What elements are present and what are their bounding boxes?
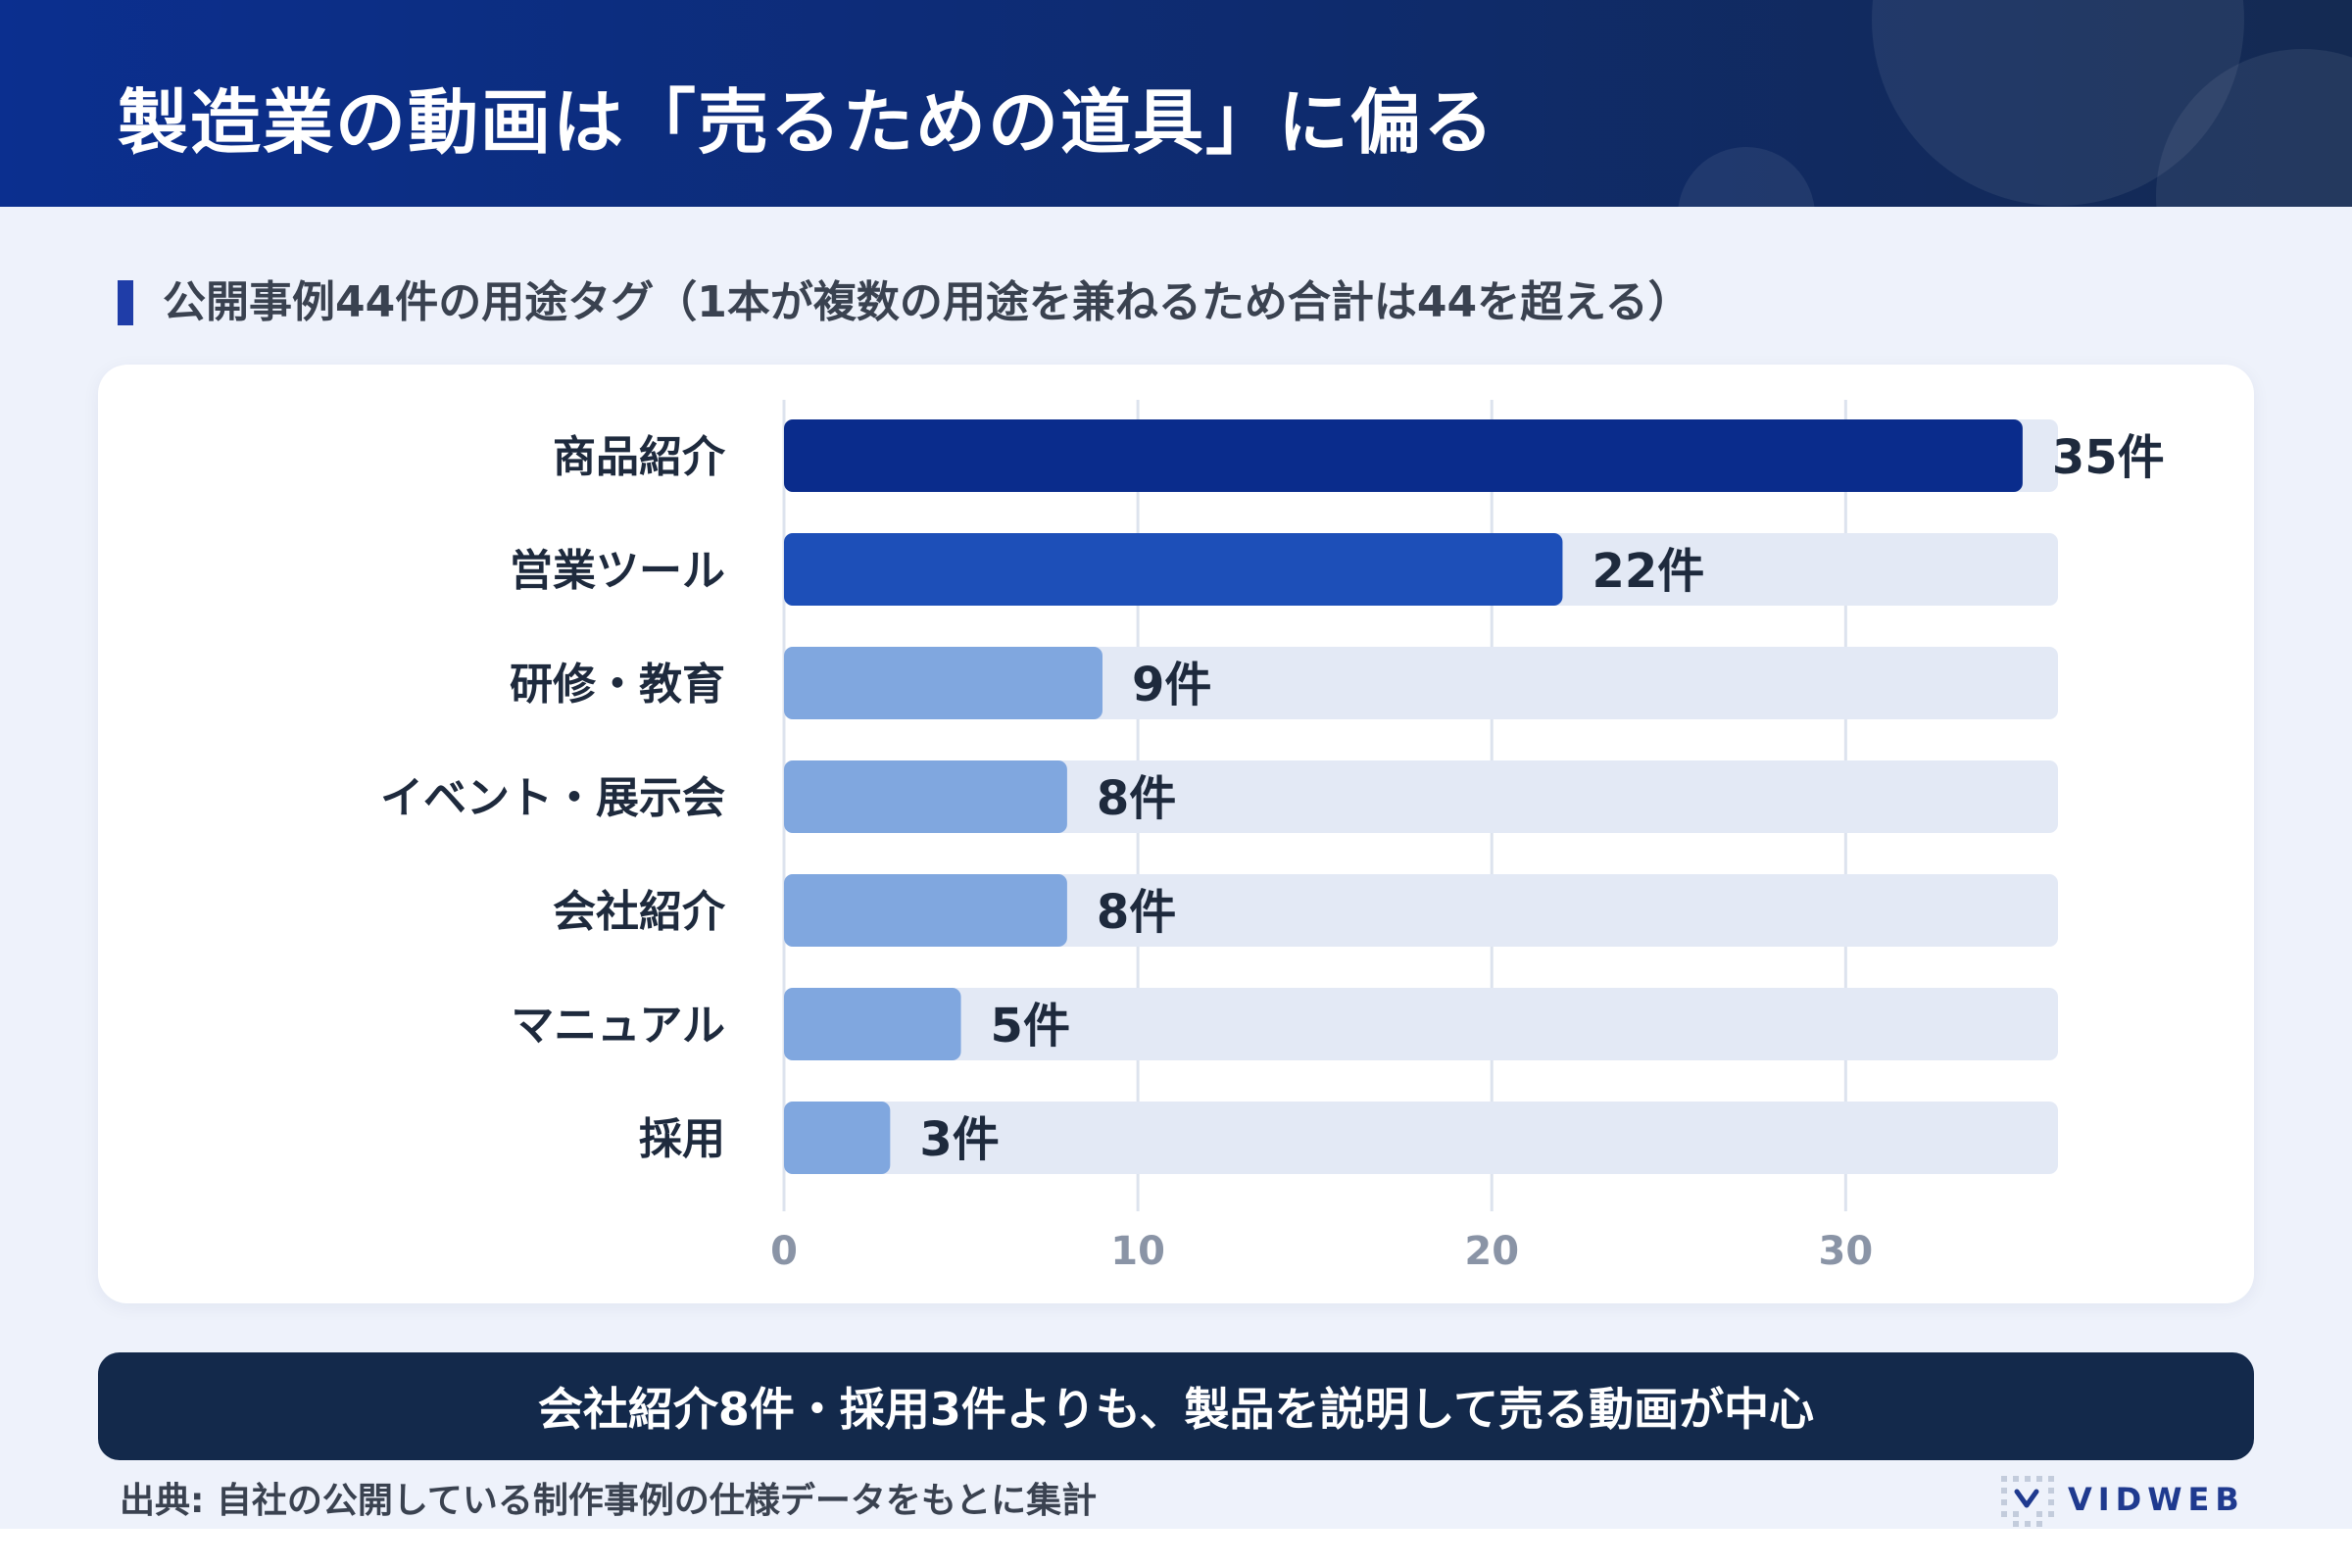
brand-mark-icon bbox=[2001, 1476, 2054, 1527]
brand-logo: VIDWEB bbox=[1999, 1470, 2245, 1529]
value-label: 8件 bbox=[1097, 885, 1176, 940]
bar-track bbox=[784, 760, 2058, 833]
value-label: 8件 bbox=[1097, 771, 1176, 826]
x-tick-label: 10 bbox=[1110, 1229, 1165, 1274]
chart-subtitle: 公開事例44件の用途タグ（1本が複数の用途を兼ねるため合計は44を超える） bbox=[163, 277, 1691, 327]
value-label: 5件 bbox=[991, 999, 1070, 1054]
bar bbox=[784, 760, 1067, 833]
value-label: 35件 bbox=[2052, 430, 2165, 485]
brand-name: VIDWEB bbox=[2068, 1481, 2245, 1518]
header-banner: 製造業の動画は「売るための道具」に偏る bbox=[0, 0, 2352, 207]
value-label: 3件 bbox=[919, 1112, 999, 1167]
value-label: 22件 bbox=[1592, 544, 1704, 599]
category-label: 会社紹介 bbox=[553, 887, 726, 937]
bar bbox=[784, 988, 961, 1060]
x-tick-label: 0 bbox=[770, 1229, 798, 1274]
category-label: マニュアル bbox=[511, 1001, 725, 1051]
category-label: イベント・展示会 bbox=[380, 773, 725, 823]
bar-track bbox=[784, 1102, 2058, 1174]
infographic: 製造業の動画は「売るための道具」に偏る 公開事例44件の用途タグ（1本が複数の用… bbox=[0, 0, 2352, 1529]
category-label: 商品紹介 bbox=[553, 432, 726, 482]
category-label: 研修・教育 bbox=[510, 660, 725, 710]
bar bbox=[784, 1102, 891, 1174]
bar bbox=[784, 419, 2023, 492]
bar bbox=[784, 647, 1102, 719]
category-label: 採用 bbox=[639, 1114, 725, 1164]
bar bbox=[784, 533, 1563, 606]
page-title: 製造業の動画は「売るための道具」に偏る bbox=[118, 81, 1496, 164]
x-tick-label: 30 bbox=[1818, 1229, 1873, 1274]
bar bbox=[784, 874, 1067, 947]
subtitle-marker bbox=[118, 280, 133, 325]
x-tick-label: 20 bbox=[1464, 1229, 1519, 1274]
decorative-circle bbox=[1678, 147, 1815, 207]
category-label: 営業ツール bbox=[510, 546, 725, 596]
chart-card: 0 10 20 30 商品紹介 35件 営業ツール 22件 研修・教育 9件 イベント・展示会 8件会… bbox=[98, 365, 2254, 1303]
bar-track bbox=[784, 874, 2058, 947]
summary-banner: 会社紹介8件・採用3件よりも、製品を説明して売る動画が中心 bbox=[98, 1352, 2254, 1460]
bar-track bbox=[784, 988, 2058, 1060]
value-label: 9件 bbox=[1132, 658, 1211, 712]
source-note: 出典: 自社の公開している制作事例の仕様データをもとに集計 bbox=[120, 1481, 1098, 1521]
